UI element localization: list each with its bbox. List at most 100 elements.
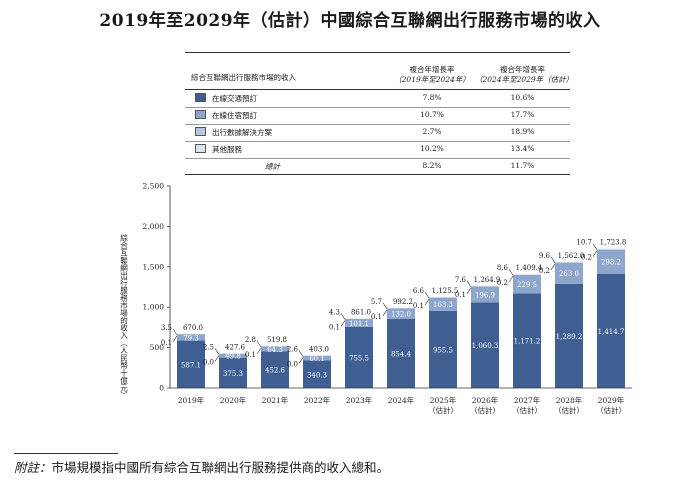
data-label-total: 403.0 [309,345,329,353]
data-label-lodging: 298.2 [601,259,621,267]
x-tick-label: 2022年 [304,395,331,405]
bar-segment-1 [177,334,205,341]
bar-segment-1 [429,297,457,311]
x-tick-sublabel: （估計） [428,405,458,415]
data-label-total: 670.0 [183,324,203,332]
x-tick-label: 2026年 [472,395,499,405]
x-tick-label: 2025年 [430,395,457,405]
table-row-label: 在線住宿預訂 [212,111,257,120]
callout-line [340,320,346,327]
bar-segment-1 [387,308,415,319]
data-label-lodging: 49.8 [225,353,241,361]
data-label-data-solutions: 0.0 [203,358,214,366]
x-axis: 2019年 2020年 2021年 2022年 2023年 2024年 2025年（估計）2… [170,387,632,415]
table-row-label: 其他服務 [212,145,242,154]
callout-line [466,280,472,287]
y-tick-label: 0 [159,384,164,393]
callout-line [256,347,262,355]
chart-title: 2019年至2029年（估計）中國綜合互聯網出行服務市場的收入 [99,11,601,31]
data-label-lodging: 229.5 [517,281,537,289]
data-label-total: 1,409.4 [516,264,543,272]
table-row-cagr2: 10.6% [510,93,535,102]
table-header-cagr2-line2: （2024年至2029年（估計） [475,75,574,84]
bar-segment-1 [261,346,289,352]
bar-segment-3 [513,274,541,275]
bar-segment-0 [597,273,625,388]
callout-line [424,291,430,299]
data-label-transport: 955.5 [433,346,453,354]
x-tick-sublabel: （估計） [596,405,626,415]
legend-swatch-transport [195,93,206,102]
table-row-label: 出行數據解決方案 [212,128,272,137]
data-label-transport: 375.3 [223,370,243,378]
data-label-transport: 1,414.7 [598,328,625,336]
data-label-transport: 340.3 [307,371,327,379]
data-label-transport: 1,060.3 [472,342,499,350]
data-label-other: 2.6 [287,345,299,353]
legend-swatch-other [195,144,206,153]
bar-segment-0 [429,310,457,388]
bar-segment-3 [429,297,457,298]
data-label-other: 8.6 [497,264,509,272]
table-row-cagr1: 2.7% [422,127,442,136]
footnote: 附註：市場規模指中國所有綜合互聯網出行服務提供商的收入總和。 [14,457,389,476]
x-tick-sublabel: （估計） [470,405,500,415]
table-top-rule [185,52,570,53]
bar-segment-3 [597,248,625,250]
data-label-total: 1,562.0 [558,252,585,260]
data-label-data-solutions: 0.2 [539,267,550,275]
table-row-cagr2: 13.4% [510,144,535,153]
footnote-label: 附註： [14,460,52,475]
callout-line [256,340,262,348]
y-tick-label: 1,000 [143,303,165,312]
y-axis-label: 綜合互聯網出行服務市場的收入（人民幣十億元） [119,233,128,399]
x-tick-label: 2020年 [220,395,247,405]
data-label-data-solutions: 0.1 [161,339,172,347]
y-axis: 0 500 1,000 1,500 2,000 2,500 [143,182,171,393]
data-label-data-solutions: 0.1 [245,351,256,359]
bar-segment-1 [471,286,499,303]
footnote-text: 市場規模指中國所有綜合互聯網出行服務提供商的收入總和。 [51,460,390,475]
bar-segment-3 [471,285,499,287]
table-row-cagr1: 7.8% [422,93,442,102]
table-header-cagr1-line2: （2019年至2024年） [394,75,470,84]
table-row-cagr2: 18.9% [510,127,535,136]
bar-segment-3 [555,261,583,263]
data-label-total: 992.2 [393,298,413,306]
data-label-other: 7.6 [455,276,467,284]
bar-segment-0 [219,357,247,388]
bar-segment-0 [261,351,289,388]
callout-line [382,309,388,316]
data-label-other: 10.7 [576,239,592,247]
data-label-other: 9.6 [539,252,551,260]
table-bottom-rule [185,174,570,175]
data-label-data-solutions: 0.2 [497,279,508,287]
data-label-total: 861.0 [351,308,371,316]
y-tick-label: 2,500 [143,182,165,191]
bar-segment-0 [513,293,541,388]
table-header-rule [185,89,570,90]
x-tick-sublabel: （估計） [554,405,584,415]
bar-segment-0 [387,318,415,388]
bar-segment-1 [555,262,583,284]
x-tick-label: 2023年 [346,395,373,405]
data-label-transport: 1,171.2 [514,338,541,346]
callout-line [298,350,304,357]
table-row-cagr1: 10.7% [420,110,444,119]
data-label-other: 2.8 [245,336,256,344]
bar-segment-1 [597,249,625,274]
bar-segment-0 [345,326,373,388]
callout-line [592,243,598,250]
callout-line [214,355,220,362]
callout-line [466,287,472,294]
bar-segment-0 [471,302,499,388]
data-label-lodging: 60.1 [309,355,325,363]
data-label-total: 427.6 [225,343,246,351]
table-row-cagr2: 17.7% [510,110,535,119]
data-label-lodging: 263.0 [559,270,579,278]
y-tick-label: 500 [150,343,165,352]
x-tick-label: 2028年 [556,395,583,405]
bar-segment-1 [513,274,541,294]
data-label-total: 1,723.8 [600,239,627,247]
bar-segment-0 [555,283,583,388]
